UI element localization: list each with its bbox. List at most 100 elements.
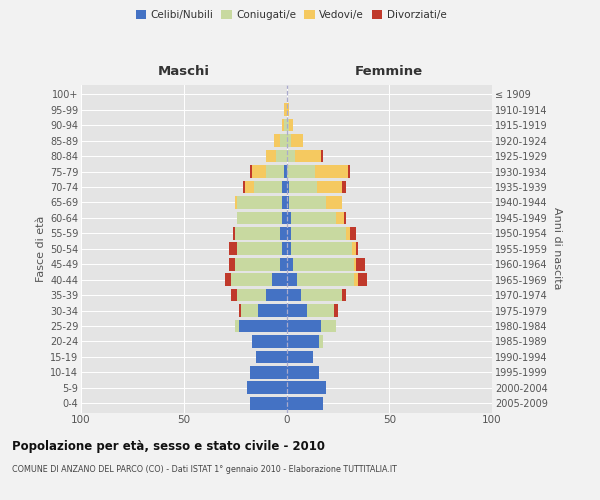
Bar bbox=[287, 258, 293, 270]
Text: Femmine: Femmine bbox=[355, 65, 424, 78]
Bar bbox=[283, 180, 287, 194]
Bar bbox=[317, 180, 342, 194]
Bar bbox=[247, 382, 287, 394]
Bar bbox=[319, 335, 323, 348]
Bar bbox=[235, 258, 280, 270]
Bar bbox=[233, 227, 235, 239]
Bar bbox=[289, 196, 326, 208]
Bar bbox=[280, 227, 287, 239]
Bar bbox=[266, 165, 284, 178]
Bar bbox=[350, 227, 356, 239]
Bar bbox=[356, 258, 365, 270]
Bar bbox=[284, 165, 287, 178]
Bar bbox=[283, 212, 287, 224]
Bar bbox=[272, 274, 287, 286]
Bar bbox=[336, 212, 344, 224]
Bar bbox=[356, 242, 358, 255]
Bar bbox=[231, 274, 272, 286]
Bar bbox=[287, 304, 307, 317]
Bar bbox=[266, 150, 276, 162]
Bar bbox=[239, 304, 241, 317]
Bar bbox=[241, 304, 258, 317]
Bar bbox=[301, 289, 342, 302]
Bar bbox=[290, 212, 336, 224]
Bar bbox=[326, 196, 342, 208]
Bar bbox=[348, 165, 350, 178]
Bar bbox=[284, 119, 287, 132]
Bar bbox=[287, 289, 301, 302]
Bar bbox=[287, 180, 289, 194]
Bar bbox=[358, 274, 367, 286]
Bar bbox=[322, 150, 323, 162]
Bar bbox=[287, 320, 322, 332]
Text: Maschi: Maschi bbox=[158, 65, 210, 78]
Text: Popolazione per età, sesso e stato civile - 2010: Popolazione per età, sesso e stato civil… bbox=[12, 440, 325, 453]
Bar bbox=[287, 382, 326, 394]
Y-axis label: Fasce di età: Fasce di età bbox=[35, 216, 46, 282]
Bar bbox=[287, 397, 323, 409]
Bar bbox=[295, 150, 322, 162]
Bar bbox=[245, 180, 254, 194]
Bar bbox=[287, 227, 290, 239]
Bar bbox=[266, 289, 287, 302]
Bar bbox=[256, 350, 287, 363]
Y-axis label: Anni di nascita: Anni di nascita bbox=[552, 208, 562, 290]
Bar bbox=[237, 289, 266, 302]
Bar bbox=[244, 180, 245, 194]
Bar bbox=[251, 165, 266, 178]
Bar bbox=[254, 180, 283, 194]
Bar bbox=[251, 335, 287, 348]
Bar bbox=[289, 119, 293, 132]
Bar bbox=[287, 274, 297, 286]
Bar bbox=[284, 104, 287, 116]
Bar bbox=[250, 165, 251, 178]
Bar bbox=[355, 274, 358, 286]
Bar bbox=[287, 134, 290, 147]
Bar bbox=[346, 227, 350, 239]
Bar bbox=[287, 196, 289, 208]
Bar bbox=[235, 227, 280, 239]
Bar bbox=[307, 304, 334, 317]
Bar bbox=[342, 289, 346, 302]
Bar bbox=[237, 242, 283, 255]
Bar bbox=[287, 335, 319, 348]
Bar bbox=[231, 289, 237, 302]
Bar bbox=[250, 397, 287, 409]
Bar bbox=[293, 258, 355, 270]
Bar bbox=[280, 258, 287, 270]
Bar bbox=[287, 150, 295, 162]
Bar bbox=[235, 196, 237, 208]
Bar bbox=[322, 320, 336, 332]
Bar bbox=[290, 134, 303, 147]
Bar bbox=[287, 212, 290, 224]
Bar bbox=[225, 274, 231, 286]
Bar bbox=[239, 320, 287, 332]
Bar bbox=[287, 242, 290, 255]
Bar bbox=[283, 196, 287, 208]
Bar bbox=[290, 227, 346, 239]
Bar bbox=[280, 134, 287, 147]
Bar bbox=[344, 212, 346, 224]
Bar bbox=[334, 304, 338, 317]
Bar bbox=[315, 165, 348, 178]
Bar bbox=[276, 150, 287, 162]
Bar bbox=[258, 304, 287, 317]
Bar bbox=[283, 242, 287, 255]
Bar bbox=[287, 165, 315, 178]
Bar bbox=[237, 212, 283, 224]
Legend: Celibi/Nubili, Coniugati/e, Vedovi/e, Divorziati/e: Celibi/Nubili, Coniugati/e, Vedovi/e, Di… bbox=[134, 8, 448, 22]
Bar bbox=[287, 104, 289, 116]
Bar bbox=[237, 196, 283, 208]
Bar bbox=[274, 134, 280, 147]
Bar bbox=[287, 350, 313, 363]
Bar bbox=[229, 258, 235, 270]
Bar bbox=[355, 258, 356, 270]
Bar bbox=[297, 274, 355, 286]
Bar bbox=[290, 242, 352, 255]
Bar bbox=[342, 180, 346, 194]
Text: COMUNE DI ANZANO DEL PARCO (CO) - Dati ISTAT 1° gennaio 2010 - Elaborazione TUTT: COMUNE DI ANZANO DEL PARCO (CO) - Dati I… bbox=[12, 466, 397, 474]
Bar bbox=[229, 242, 237, 255]
Bar bbox=[283, 119, 284, 132]
Bar bbox=[250, 366, 287, 378]
Bar bbox=[289, 180, 317, 194]
